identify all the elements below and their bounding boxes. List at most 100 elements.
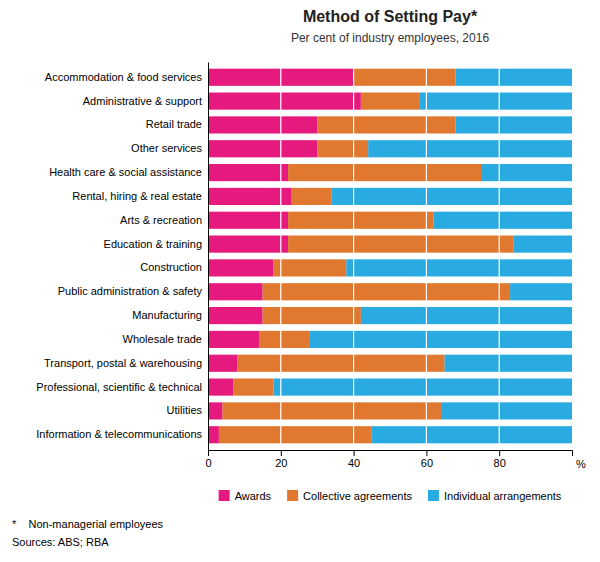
x-tick-mark (208, 450, 209, 456)
y-tick: Utilities (167, 404, 203, 416)
bar (419, 93, 572, 110)
bar (332, 188, 572, 205)
y-tick-label: Public administration & safety (58, 285, 203, 297)
legend-item: Individual arrangements (428, 490, 562, 502)
y-tick-label: Information & telecommunications (36, 428, 202, 440)
bar (208, 283, 263, 300)
x-tick: 40 (348, 450, 360, 469)
bar (317, 116, 455, 133)
x-tick-label: 0 (205, 457, 211, 469)
annotation: * Non-managerial employees (12, 518, 164, 530)
legend: Awards Collective agreements Individual ar… (219, 490, 562, 502)
grid-line (353, 62, 354, 450)
bar (233, 379, 273, 396)
legend-swatch (287, 490, 298, 501)
annotation: Sources: ABS; RBA (12, 536, 109, 548)
grid-line (208, 62, 209, 450)
legend-label: Awards (235, 490, 272, 502)
bar (288, 212, 434, 229)
bar (361, 307, 572, 324)
y-tick-label: Rental, hiring & real estate (72, 190, 202, 202)
legend-swatch (428, 490, 439, 501)
bar (346, 259, 572, 276)
y-tick: Wholesale trade (123, 333, 203, 345)
y-tick-label: Education & training (104, 238, 202, 250)
y-tick: Education & training (104, 238, 202, 250)
y-tick: Accommodation & food services (45, 71, 203, 83)
x-axis-label: % (576, 458, 586, 470)
legend-item: Awards (219, 490, 272, 502)
bar (292, 188, 332, 205)
y-tick-label: Wholesale trade (123, 333, 203, 345)
bar (274, 379, 572, 396)
bar (456, 69, 572, 86)
bar (208, 355, 237, 372)
bar (372, 426, 572, 443)
y-tick-label: Manufacturing (132, 309, 202, 321)
grid-line (499, 62, 500, 450)
y-tick-label: Administrative & support (83, 95, 202, 107)
legend-label: Individual arrangements (444, 490, 562, 502)
bar (208, 116, 317, 133)
x-tick: 20 (275, 450, 287, 469)
y-tick: Manufacturing (132, 309, 202, 321)
bar (481, 164, 572, 181)
bar (259, 331, 310, 348)
bar (208, 140, 317, 157)
y-tick: Public administration & safety (58, 285, 203, 297)
bar (434, 212, 572, 229)
y-tick: Retail trade (146, 118, 202, 130)
y-tick: Rental, hiring & real estate (72, 190, 202, 202)
bar (310, 331, 572, 348)
bar (208, 379, 233, 396)
y-tick-label: Accommodation & food services (45, 71, 203, 83)
y-tick: Professional, scientific & technical (36, 381, 202, 393)
y-tick: Transport, postal & warehousing (44, 357, 202, 369)
x-tick-label: 40 (348, 457, 360, 469)
y-tick-label: Transport, postal & warehousing (44, 357, 202, 369)
bar (208, 402, 223, 419)
bar (317, 140, 368, 157)
y-tick-label: Retail trade (146, 118, 202, 130)
y-tick-label: Construction (140, 261, 202, 273)
bar (514, 236, 572, 253)
bar (263, 307, 361, 324)
x-axis-line (209, 451, 573, 457)
x-axis: 0 20 40 60 80 (205, 450, 572, 469)
y-tick-label: Professional, scientific & technical (36, 381, 202, 393)
bar (237, 355, 444, 372)
bar (361, 93, 419, 110)
bar (208, 93, 361, 110)
y-tick: Administrative & support (83, 95, 202, 107)
bar (445, 355, 572, 372)
x-tick-mark (426, 450, 427, 456)
chart: Method of Setting Pay*Per cent of indust… (0, 0, 600, 562)
y-axis-line (208, 63, 209, 451)
subtitle: Per cent of industry employees, 2016 (291, 31, 489, 45)
bar (223, 402, 441, 419)
x-tick: 0 (205, 450, 211, 469)
bar (354, 69, 456, 86)
bar (208, 188, 292, 205)
bar (208, 236, 288, 253)
x-tick: 80 (494, 450, 506, 469)
x-tick-mark (499, 450, 500, 456)
bar (288, 164, 481, 181)
bars (208, 69, 572, 444)
y-tick: Arts & recreation (120, 214, 202, 226)
plot: 0 20 40 60 80% Accommodation & food services A… (36, 62, 586, 470)
y-tick: Information & telecommunications (36, 428, 202, 440)
y-tick-label: Other services (131, 142, 202, 154)
grid (208, 62, 499, 450)
grid-line (426, 62, 427, 450)
series (274, 69, 572, 444)
bar (274, 259, 347, 276)
y-tick-label: Utilities (167, 404, 203, 416)
bar (441, 402, 572, 419)
legend-label: Collective agreements (303, 490, 412, 502)
y-tick: Health care & social assistance (49, 166, 202, 178)
x-tick-label: 60 (421, 457, 433, 469)
bar (288, 236, 514, 253)
y-tick: Other services (131, 142, 202, 154)
bar (263, 283, 511, 300)
